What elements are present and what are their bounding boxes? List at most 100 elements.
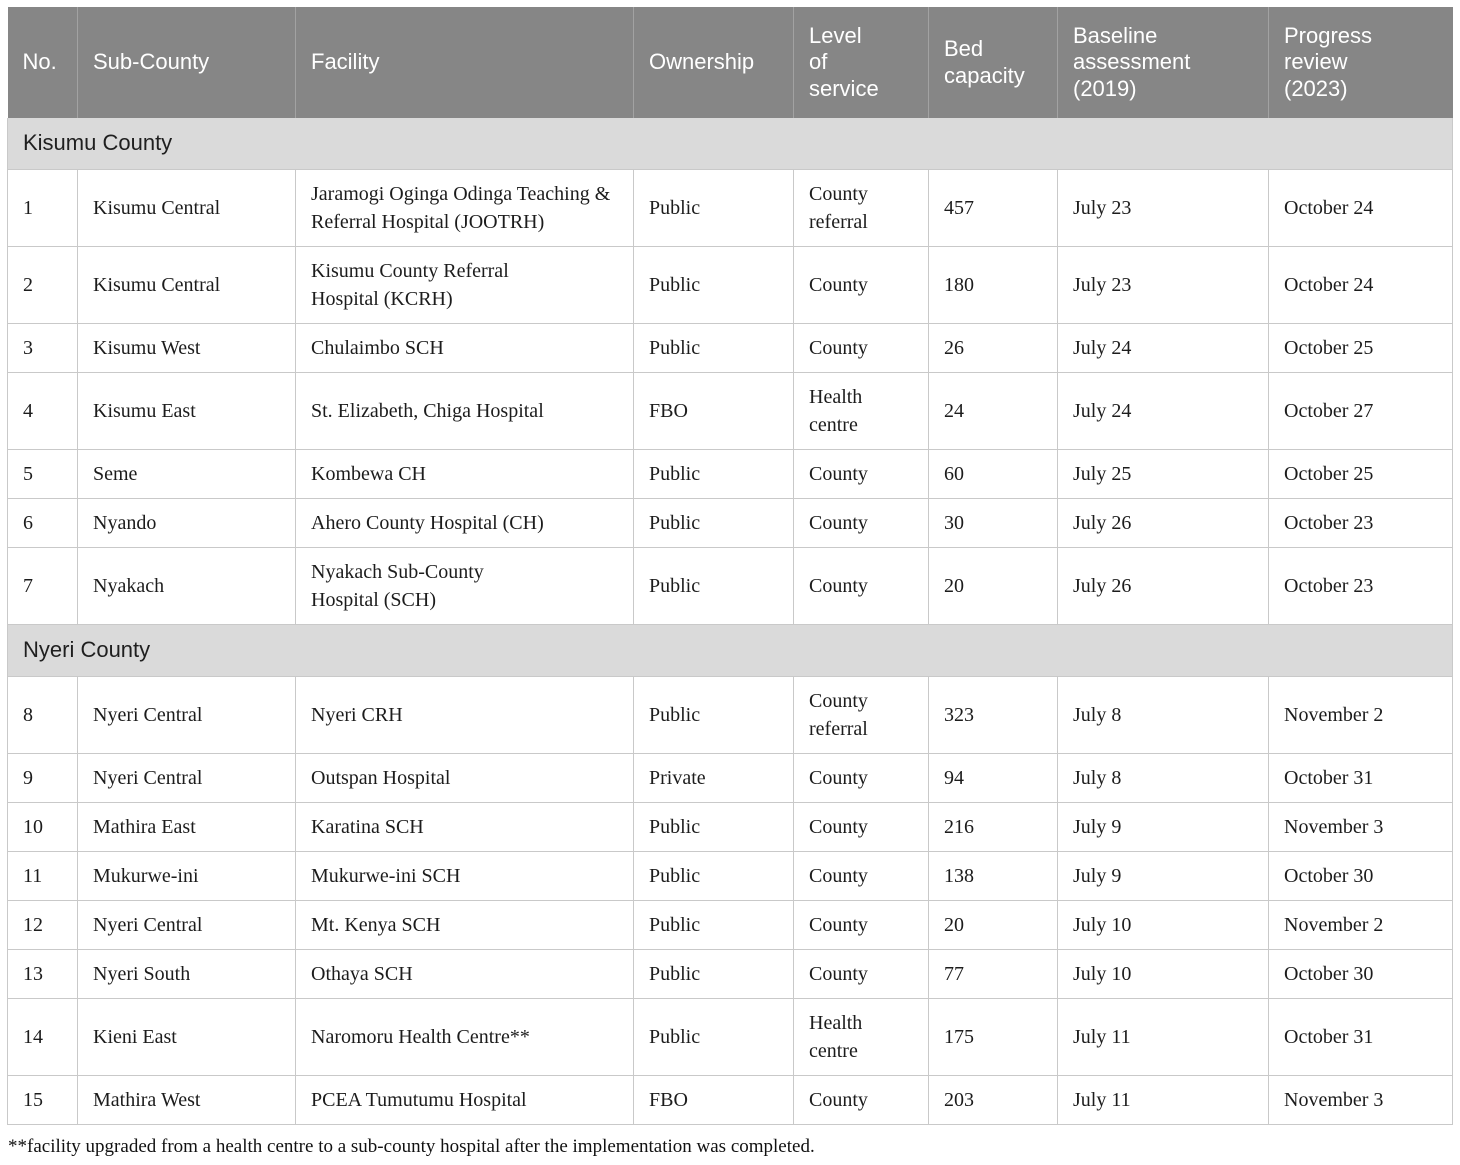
cell-level: County <box>793 497 929 548</box>
cell-baseline: July 23 <box>1057 245 1269 324</box>
cell-no: 6 <box>7 497 78 548</box>
table-row: 7 Nyakach Nyakach Sub-County Hospital (SCH… <box>7 546 1453 625</box>
cell-baseline: July 8 <box>1057 675 1269 754</box>
cell-ownership: FBO <box>633 371 794 450</box>
cell-sub-county: Mathira West <box>77 1074 296 1125</box>
cell-no: 2 <box>7 245 78 324</box>
cell-ownership: Private <box>633 752 794 803</box>
cell-beds: 30 <box>928 497 1058 548</box>
table-row: 5 Seme Kombewa CH Public County 60 July 25 Octo… <box>7 448 1453 499</box>
cell-beds: 138 <box>928 850 1058 901</box>
table-row: 8 Nyeri Central Nyeri CRH Public County refe… <box>7 675 1453 754</box>
cell-no: 14 <box>7 997 78 1076</box>
cell-beds: 26 <box>928 322 1058 373</box>
cell-review: October 31 <box>1268 997 1453 1076</box>
cell-review: November 2 <box>1268 899 1453 950</box>
column-header-label: Sub-County <box>93 49 210 75</box>
table-row: 13 Nyeri South Othaya SCH Public County 77 Jul… <box>7 948 1453 999</box>
cell-facility: Naromoru Health Centre** <box>295 997 634 1076</box>
cell-sub-county: Seme <box>77 448 296 499</box>
cell-review: November 3 <box>1268 1074 1453 1125</box>
cell-sub-county: Kisumu Central <box>77 168 296 247</box>
cell-baseline: July 10 <box>1057 899 1269 950</box>
cell-facility: Kisumu County Referral Hospital (KCRH) <box>295 245 634 324</box>
cell-beds: 20 <box>928 899 1058 950</box>
cell-ownership: Public <box>633 168 794 247</box>
cell-level: County <box>793 850 929 901</box>
cell-facility: PCEA Tumutumu Hospital <box>295 1074 634 1125</box>
table-row: 11 Mukurwe-ini Mukurwe-ini SCH Public County… <box>7 850 1453 901</box>
table-footnote: **facility upgraded from a health centre… <box>8 1135 815 1157</box>
table-row: 9 Nyeri Central Outspan Hospital Private Cou… <box>7 752 1453 803</box>
section-header-row: Kisumu County <box>7 118 1453 170</box>
column-header-bed-capacity: Bed capacity <box>928 7 1058 119</box>
cell-level: County <box>793 899 929 950</box>
cell-sub-county: Nyakach <box>77 546 296 625</box>
cell-baseline: July 26 <box>1057 546 1269 625</box>
cell-ownership: Public <box>633 245 794 324</box>
cell-facility: Mt. Kenya SCH <box>295 899 634 950</box>
cell-facility: Nyakach Sub-County Hospital (SCH) <box>295 546 634 625</box>
table-row: 15 Mathira West PCEA Tumutumu Hospital FBO C… <box>7 1074 1453 1125</box>
cell-level: County <box>793 1074 929 1125</box>
cell-review: October 23 <box>1268 497 1453 548</box>
table-row: 12 Nyeri Central Mt. Kenya SCH Public County… <box>7 899 1453 950</box>
cell-no: 8 <box>7 675 78 754</box>
cell-review: October 31 <box>1268 752 1453 803</box>
table-body: Kisumu County 1 Kisumu Central Jaramogi Ogi… <box>7 118 1453 1125</box>
cell-no: 1 <box>7 168 78 247</box>
cell-beds: 60 <box>928 448 1058 499</box>
table-header: No. Sub-County Facility Ownership Level … <box>7 7 1453 119</box>
table-row: 10 Mathira East Karatina SCH Public County 21… <box>7 801 1453 852</box>
cell-review: November 3 <box>1268 801 1453 852</box>
cell-review: October 30 <box>1268 850 1453 901</box>
cell-facility: Ahero County Hospital (CH) <box>295 497 634 548</box>
cell-ownership: Public <box>633 322 794 373</box>
column-header-label: Progress review (2023) <box>1284 23 1373 101</box>
cell-sub-county: Nyeri Central <box>77 899 296 950</box>
cell-no: 5 <box>7 448 78 499</box>
cell-sub-county: Kieni East <box>77 997 296 1076</box>
cell-review: October 27 <box>1268 371 1453 450</box>
cell-sub-county: Nyeri Central <box>77 675 296 754</box>
cell-sub-county: Kisumu East <box>77 371 296 450</box>
column-header-sub-county: Sub-County <box>77 7 296 119</box>
column-header-progress-review: Progress review (2023) <box>1268 7 1453 119</box>
cell-beds: 20 <box>928 546 1058 625</box>
cell-level: County <box>793 801 929 852</box>
cell-beds: 94 <box>928 752 1058 803</box>
column-header-label: Level of service <box>809 23 879 101</box>
table-row: 2 Kisumu Central Kisumu County Referral Ho… <box>7 245 1453 324</box>
cell-facility: Othaya SCH <box>295 948 634 999</box>
cell-sub-county: Mathira East <box>77 801 296 852</box>
cell-baseline: July 25 <box>1057 448 1269 499</box>
cell-ownership: Public <box>633 899 794 950</box>
cell-facility: Karatina SCH <box>295 801 634 852</box>
cell-no: 11 <box>7 850 78 901</box>
column-header-label: Bed capacity <box>944 36 1025 88</box>
cell-sub-county: Kisumu Central <box>77 245 296 324</box>
cell-baseline: July 24 <box>1057 322 1269 373</box>
cell-beds: 24 <box>928 371 1058 450</box>
section-header-row: Nyeri County <box>7 624 1453 677</box>
section-title: Nyeri County <box>7 624 1453 677</box>
cell-review: October 25 <box>1268 448 1453 499</box>
cell-sub-county: Kisumu West <box>77 322 296 373</box>
column-header-label: Facility <box>311 49 380 75</box>
section-title: Kisumu County <box>7 118 1453 170</box>
cell-ownership: Public <box>633 675 794 754</box>
cell-no: 15 <box>7 1074 78 1125</box>
cell-review: October 25 <box>1268 322 1453 373</box>
cell-no: 12 <box>7 899 78 950</box>
column-header-ownership: Ownership <box>633 7 794 119</box>
cell-facility: St. Elizabeth, Chiga Hospital <box>295 371 634 450</box>
cell-ownership: Public <box>633 801 794 852</box>
cell-ownership: Public <box>633 546 794 625</box>
cell-facility: Outspan Hospital <box>295 752 634 803</box>
cell-baseline: July 11 <box>1057 1074 1269 1125</box>
cell-ownership: Public <box>633 448 794 499</box>
cell-baseline: July 11 <box>1057 997 1269 1076</box>
cell-facility: Nyeri CRH <box>295 675 634 754</box>
cell-review: October 24 <box>1268 245 1453 324</box>
cell-level: County <box>793 948 929 999</box>
